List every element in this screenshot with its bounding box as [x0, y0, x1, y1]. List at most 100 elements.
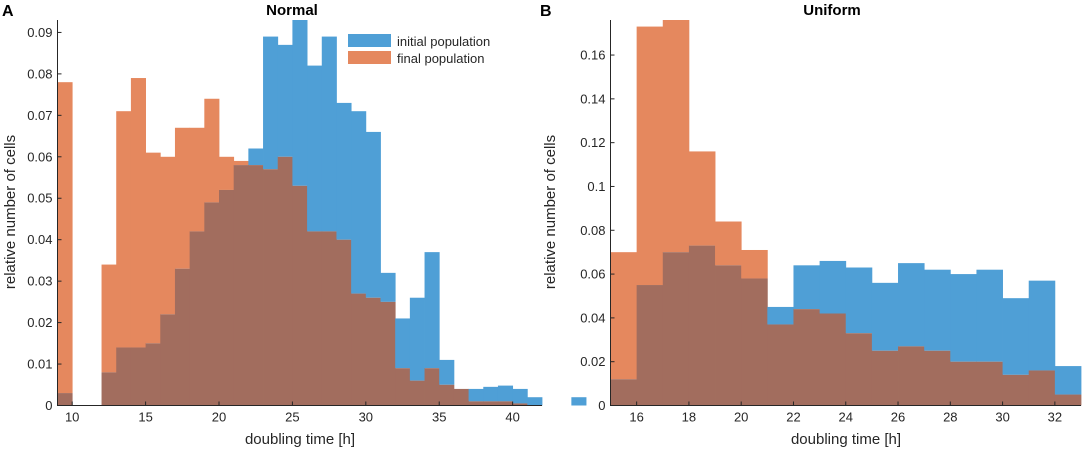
- panel-b-overlap-bar: [819, 313, 847, 406]
- panel-b-x-ticks: 16 18 20 22 24 26 28 30 32: [629, 401, 1062, 425]
- panel-b-overlap-bar: [715, 265, 742, 406]
- panel-b-x-tick-label: 18: [682, 410, 696, 425]
- panel-a-overlap-bar: [130, 347, 146, 406]
- panel-a-overlap-bar: [321, 231, 337, 406]
- panel-a-y-tick-label: 0.02: [27, 315, 52, 330]
- panel-a-overlap-bar: [453, 388, 469, 406]
- panel-b-final-bar: [636, 26, 664, 286]
- panel-a-final-bar: [204, 98, 220, 203]
- panel-b-initial-bar: [1028, 280, 1056, 371]
- panel-a-y-tick-label: 0.08: [27, 66, 52, 81]
- panel-a-y-tick-label: 0.09: [27, 25, 52, 40]
- panel-a-overlap-bar: [380, 301, 396, 406]
- panel-b-overlap-bar: [662, 252, 690, 406]
- panel-a: A Normal 10 15 20 25 30 35 40 0 0.01 0.02 0.03 0.0…: [2, 2, 587, 448]
- panel-a-overlap-bar: [307, 231, 323, 406]
- panel-b-initial-bar: [924, 269, 951, 351]
- panel-b-overlap-bar: [950, 361, 977, 406]
- panel-a-overlap-bar: [424, 368, 440, 406]
- panel-a-overlap-bar: [336, 239, 352, 406]
- panel-b-bars: [610, 20, 1082, 406]
- panel-b-letter: B: [540, 3, 552, 20]
- panel-b-y-tick-label: 0.1: [587, 179, 605, 194]
- panel-b-overlap-bar: [741, 278, 768, 406]
- panel-a-overlap-bar: [512, 403, 528, 406]
- panel-b-overlap-bar: [924, 350, 951, 406]
- panel-a-x-label: doubling time [h]: [245, 431, 355, 448]
- panel-b-initial-bar: [976, 269, 1003, 362]
- panel-a-overlap-bar: [292, 185, 308, 406]
- panel-a-overlap-bar: [116, 347, 132, 406]
- panel-a-overlap-bar: [219, 189, 235, 406]
- panel-a-initial-bar: [380, 272, 396, 302]
- panel-b-overlap-bar: [688, 245, 716, 406]
- panel-a-y-tick-label: 0.07: [27, 108, 52, 123]
- panel-b-final-bar: [688, 151, 716, 246]
- panel-a-initial-bar: [263, 36, 279, 170]
- panel-a-final-bar: [101, 264, 117, 373]
- panel-b-x-tick-label: 28: [943, 410, 957, 425]
- panel-b-y-tick-label: 0.12: [580, 135, 605, 150]
- panel-b-overlap-bar: [1002, 374, 1030, 406]
- panel-a-initial-bar: [321, 36, 337, 232]
- panel-a-y-ticks: 0 0.01 0.02 0.03 0.04 0.05 0.06 0.07 0.08 0.09: [27, 25, 62, 413]
- panel-b-y-tick-label: 0.16: [580, 48, 605, 63]
- panel-a-y-label: relative number of cells: [2, 135, 19, 289]
- panel-b-y-tick-label: 0.14: [580, 91, 605, 106]
- panel-a-initial-bar: [336, 102, 352, 240]
- legend-swatch-initial: [348, 34, 391, 47]
- panel-a-y-tick-label: 0: [45, 398, 52, 413]
- panel-a-overlap-bar: [204, 202, 220, 406]
- panel-a-y-tick-label: 0.01: [27, 357, 52, 372]
- panel-a-y-tick-label: 0.06: [27, 149, 52, 164]
- panel-a-final-bar: [174, 127, 191, 269]
- panel-a-x-tick-label: 15: [138, 410, 152, 425]
- panel-b-y-tick-label: 0.08: [580, 223, 605, 238]
- panel-a-overlap-bar: [57, 393, 73, 406]
- panel-b-overlap-bar: [636, 285, 664, 406]
- panel-a-overlap-bar: [497, 401, 514, 406]
- panel-b-overlap-bar: [871, 350, 899, 406]
- panel-b-overlap-bar: [793, 309, 821, 406]
- panel-a-overlap-bar: [189, 231, 205, 406]
- panel-a-overlap-bar: [439, 384, 455, 406]
- panel-b: B Uniform 16 18 20 22 24 26 28 30 32 0 0.02 0.04 0.…: [540, 2, 1082, 448]
- panel-b-x-tick-label: 16: [629, 410, 643, 425]
- panel-b-initial-bar: [767, 306, 794, 325]
- panel-a-overlap-bar: [248, 165, 264, 406]
- panel-a-overlap-bar: [145, 343, 161, 406]
- panel-a-initial-bar: [497, 385, 514, 402]
- panel-b-x-tick-label: 32: [1048, 410, 1062, 425]
- panel-b-x-tick-label: 30: [995, 410, 1009, 425]
- panel-b-final-bar: [741, 249, 768, 279]
- panel-a-initial-bar: [409, 297, 425, 381]
- panel-b-initial-bar: [845, 267, 873, 334]
- panel-b-initial-bar: [950, 274, 977, 362]
- panel-a-final-bar: [219, 156, 235, 190]
- panel-b-x-tick-label: 22: [786, 410, 800, 425]
- panel-b-x-label: doubling time [h]: [791, 431, 901, 448]
- legend-label-final: final population: [397, 51, 484, 66]
- panel-a-overlap-bar: [365, 297, 381, 406]
- panel-a-final-bar: [145, 152, 161, 344]
- panel-b-y-tick-label: 0: [598, 398, 605, 413]
- panel-b-x-tick-label: 24: [839, 410, 853, 425]
- panel-b-initial-bar: [871, 282, 899, 351]
- panel-a-overlap-bar: [263, 169, 279, 406]
- panel-a-initial-bar: [512, 388, 528, 404]
- panel-a-final-bar: [189, 127, 205, 232]
- panel-a-initial-bar: [248, 148, 264, 166]
- panel-a-x-tick-label: 25: [285, 410, 299, 425]
- panel-a-x-tick-label: 20: [212, 410, 226, 425]
- panel-a-final-bar: [233, 160, 249, 166]
- panel-b-x-tick-label: 26: [891, 410, 905, 425]
- panel-a-overlap-bar: [483, 401, 499, 406]
- panel-a-x-tick-label: 35: [432, 410, 446, 425]
- panel-b-overlap-bar: [1054, 394, 1082, 406]
- panel-a-overlap-bar: [174, 268, 191, 406]
- panel-a-final-bar: [160, 156, 176, 315]
- panel-a-x-tick-label: 30: [359, 410, 373, 425]
- panel-a-overlap-bar: [468, 401, 484, 406]
- legend-label-initial: initial population: [397, 34, 490, 49]
